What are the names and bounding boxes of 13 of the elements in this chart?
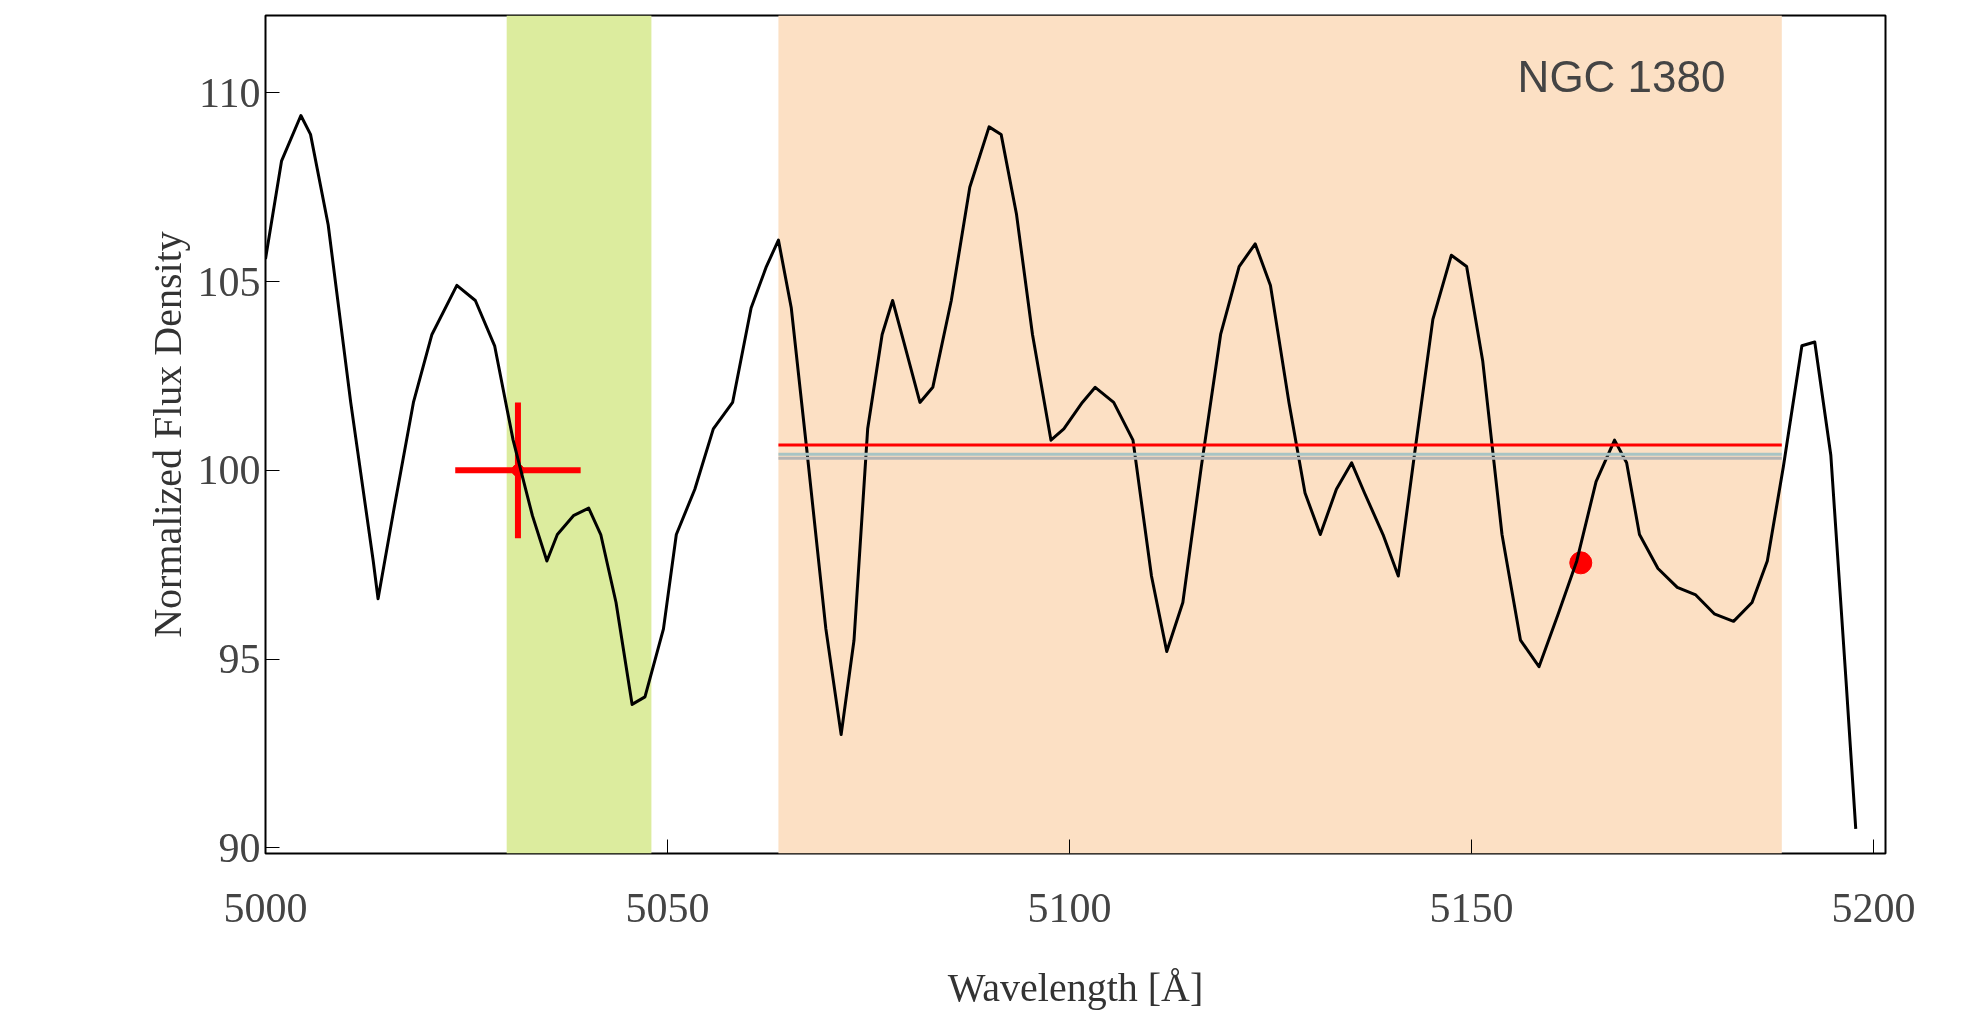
x-axis-title: Wavelength [Å]: [947, 964, 1204, 1010]
x-tick-label: 5100: [1027, 884, 1112, 931]
y-tick-label: 105: [197, 258, 261, 305]
y-axis-title: Normalized Flux Density: [144, 231, 190, 638]
y-tick-label: 95: [218, 636, 261, 683]
y-tick-label: 100: [197, 447, 261, 494]
x-tick-label: 5050: [625, 884, 710, 931]
x-tick-label: 5000: [223, 884, 308, 931]
y-tick-label: 90: [218, 824, 261, 871]
x-tick-label: 5200: [1831, 884, 1916, 931]
x-tick-label: 5150: [1429, 884, 1514, 931]
annotation: NGC 1380: [1517, 51, 1726, 101]
y-tick-label: 110: [199, 69, 261, 116]
